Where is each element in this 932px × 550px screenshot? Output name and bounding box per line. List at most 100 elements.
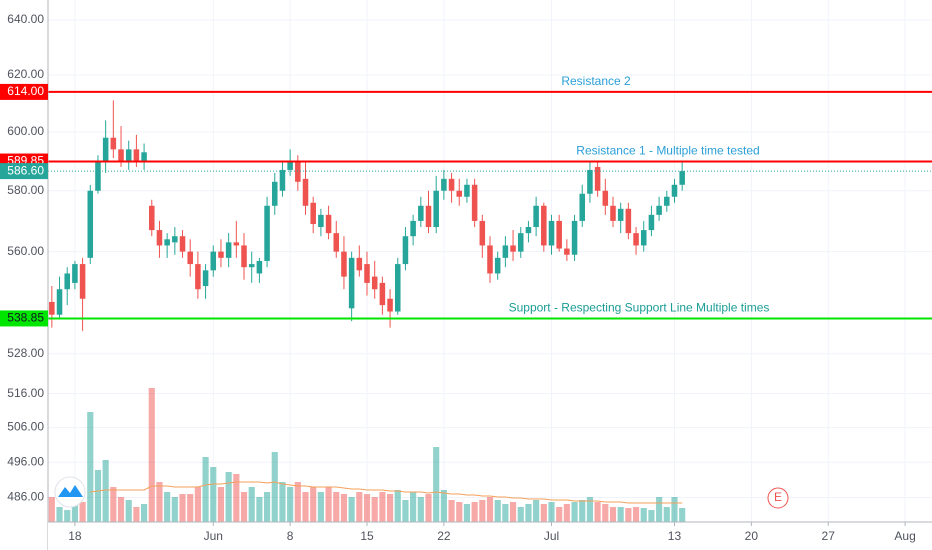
candle-body bbox=[517, 233, 524, 252]
x-tick-label: 15 bbox=[360, 529, 374, 543]
candle-body bbox=[679, 171, 685, 185]
time-axis-bg bbox=[48, 522, 932, 550]
volume-bar bbox=[164, 492, 171, 522]
volume-bar bbox=[648, 510, 655, 522]
candle-body bbox=[633, 233, 639, 246]
candle-body bbox=[348, 257, 355, 309]
candle-body bbox=[141, 152, 147, 162]
volume-bar bbox=[48, 497, 55, 522]
volume-bar bbox=[294, 482, 301, 522]
volume-bar bbox=[494, 500, 501, 522]
volume-bar bbox=[548, 502, 555, 522]
candle-body bbox=[102, 137, 109, 162]
y-tick-label: 528.00 bbox=[7, 346, 44, 360]
volume-bar bbox=[287, 487, 294, 522]
volume-bar bbox=[379, 492, 386, 522]
candle-body bbox=[617, 208, 624, 221]
volume-bar bbox=[64, 510, 71, 522]
y-tick-label: 600.00 bbox=[7, 124, 44, 138]
x-tick-label: 18 bbox=[68, 529, 82, 543]
volume-bar bbox=[556, 507, 563, 522]
candle-body bbox=[341, 251, 347, 277]
x-tick-label: 13 bbox=[668, 529, 682, 543]
y-tick-label: 486.00 bbox=[7, 490, 44, 504]
candle-body bbox=[172, 236, 178, 243]
volume-bar bbox=[125, 500, 132, 522]
volume-bar bbox=[663, 507, 670, 522]
candle-body bbox=[379, 282, 386, 306]
candle-body bbox=[179, 236, 186, 252]
volume-bar bbox=[256, 497, 263, 522]
volume-bar bbox=[194, 487, 201, 522]
candle-body bbox=[479, 220, 486, 246]
volume-bar bbox=[102, 460, 109, 522]
level-label: 614.00 bbox=[7, 84, 44, 98]
candle-body bbox=[156, 230, 163, 246]
candle-body bbox=[564, 248, 570, 255]
candle-body bbox=[548, 220, 555, 246]
logo[interactable] bbox=[54, 476, 86, 508]
volume-bar bbox=[433, 447, 440, 522]
volume-bar bbox=[79, 502, 86, 522]
volume-bar bbox=[156, 482, 163, 522]
candle-body bbox=[664, 196, 670, 206]
volume-ma-line bbox=[90, 481, 683, 504]
candle-body bbox=[264, 205, 270, 261]
candle-body bbox=[248, 264, 255, 268]
x-tick-label: 20 bbox=[745, 529, 759, 543]
volume-bar bbox=[87, 412, 94, 522]
volume-bar bbox=[279, 482, 286, 522]
x-tick-label: 22 bbox=[437, 529, 451, 543]
level-label: 538.85 bbox=[7, 311, 44, 325]
volume-bar bbox=[502, 504, 509, 522]
candle-body bbox=[210, 251, 217, 271]
y-tick-label: 640.00 bbox=[7, 12, 44, 26]
volume-bar bbox=[363, 494, 371, 522]
volume-bar bbox=[448, 500, 455, 522]
volume-bar bbox=[248, 487, 255, 522]
candle-body bbox=[502, 245, 509, 258]
candle-body bbox=[533, 205, 539, 228]
candle-body bbox=[418, 205, 424, 221]
y-tick-label: 580.00 bbox=[7, 183, 44, 197]
candle-body bbox=[402, 236, 409, 265]
candle-body bbox=[87, 190, 94, 258]
candle-body bbox=[525, 227, 532, 234]
volume-layer bbox=[48, 388, 686, 522]
volume-bar bbox=[386, 494, 394, 522]
level-note: Support - Respecting Support Line Multip… bbox=[509, 301, 770, 315]
candle-body bbox=[464, 184, 470, 197]
volume-bar bbox=[617, 507, 624, 522]
candle-body bbox=[279, 169, 286, 191]
candle-body bbox=[671, 184, 678, 197]
candle-body bbox=[587, 169, 593, 194]
candle-body bbox=[371, 276, 378, 290]
earnings-marker[interactable]: E bbox=[767, 487, 789, 509]
candle-body bbox=[79, 264, 86, 299]
level-label-box bbox=[0, 83, 48, 100]
volume-bar bbox=[571, 502, 578, 522]
axis-layer: 640.00 620.00 600.00 580.00 560.00 528.00 516.… bbox=[0, 12, 916, 543]
volume-bar bbox=[425, 494, 432, 522]
candle-body bbox=[241, 245, 247, 268]
candle-body bbox=[195, 264, 201, 290]
volume-bar bbox=[671, 497, 678, 522]
candle-body bbox=[648, 214, 655, 231]
candle-body bbox=[325, 214, 332, 234]
candle-body bbox=[579, 193, 586, 221]
volume-bar bbox=[94, 470, 102, 522]
volume-bar bbox=[202, 457, 209, 522]
volume-bar bbox=[394, 490, 401, 522]
volume-bar bbox=[586, 497, 594, 522]
volume-bar bbox=[402, 500, 409, 522]
volume-bar bbox=[210, 467, 217, 522]
candle-body bbox=[433, 190, 439, 228]
candle-body bbox=[310, 202, 316, 224]
candle-body bbox=[287, 161, 293, 170]
candle-body bbox=[410, 220, 416, 237]
candle-body bbox=[202, 270, 209, 287]
volume-bar bbox=[479, 500, 486, 522]
volume-bar bbox=[240, 492, 248, 522]
candle-body bbox=[72, 264, 78, 283]
